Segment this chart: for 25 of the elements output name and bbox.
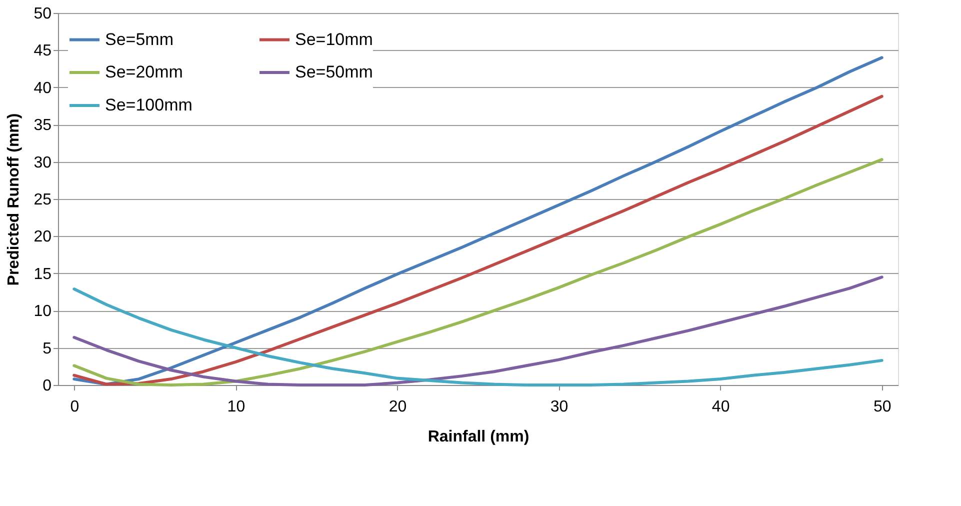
y-tick-label: 25 xyxy=(34,192,52,208)
x-tick-label: 0 xyxy=(70,398,80,416)
legend-label: Se=5mm xyxy=(105,30,174,49)
legend-label: Se=20mm xyxy=(105,62,183,82)
y-tick-label: 35 xyxy=(34,117,52,134)
x-axis-title: Rainfall (mm) xyxy=(428,428,530,446)
y-tick-label: 0 xyxy=(42,378,52,394)
x-tick-label: 40 xyxy=(712,398,730,416)
y-tick-label: 20 xyxy=(34,228,52,246)
x-tick-label: 10 xyxy=(227,398,246,416)
legend-label: Se=10mm xyxy=(295,30,373,49)
legend-label: Se=50mm xyxy=(295,62,373,82)
y-tick-label: 50 xyxy=(34,6,52,22)
x-tick-label: 20 xyxy=(388,398,407,416)
legend-label: Se=100mm xyxy=(105,96,192,114)
y-axis-title: Predicted Runoff (mm) xyxy=(6,113,23,286)
x-tick-label: 50 xyxy=(873,398,892,416)
y-tick-label: 45 xyxy=(34,42,52,60)
y-tick-label: 30 xyxy=(34,154,52,172)
y-tick-label: 40 xyxy=(34,80,52,97)
x-tick-label: 30 xyxy=(550,398,568,416)
y-tick-label: 15 xyxy=(34,266,52,283)
y-tick-label: 10 xyxy=(34,303,52,320)
line-series xyxy=(72,158,884,386)
y-tick-label: 5 xyxy=(42,340,52,358)
